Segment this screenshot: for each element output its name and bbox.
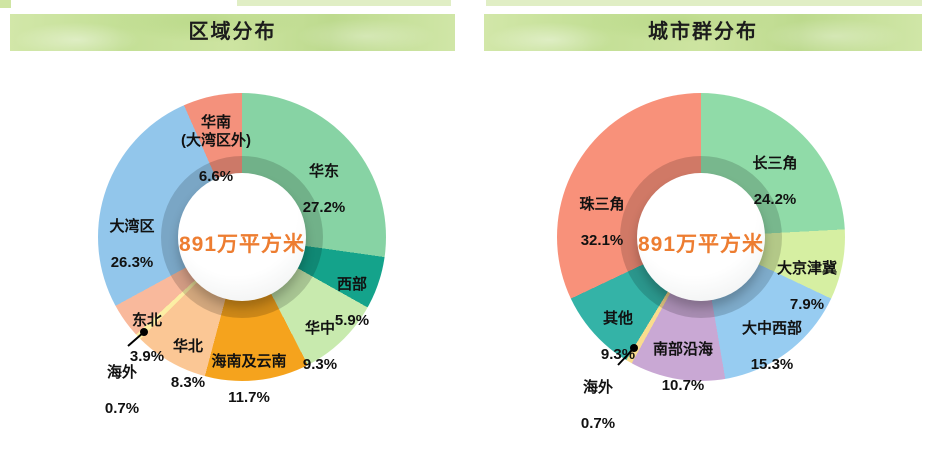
city-cluster-distribution-chart: 891万平方米 长三角 24.2% 大京津冀 7.9% 大中西部 15.3% 南… [465, 60, 930, 432]
center-total-label: 891万平方米 [178, 233, 306, 256]
slice-name: 大京津冀 [776, 260, 837, 277]
slice-name: 华东 [308, 163, 339, 180]
slice-value: 15.3% [750, 356, 794, 373]
slice-value: 26.3% [110, 254, 154, 271]
slice-name: 南部沿海 [652, 341, 713, 358]
slice-label-hainan-yunnan: 海南及云南 11.7% [174, 335, 324, 425]
center-total-label: 891万平方米 [637, 233, 765, 256]
section-header-region: 区域分布 [10, 14, 455, 51]
slice-value: 10.7% [661, 377, 705, 394]
donut-hole [637, 173, 765, 301]
slice-name: 东北 [131, 312, 162, 329]
slice-name: 华南 (大湾区外) [181, 114, 251, 149]
slice-value: 3.9% [129, 348, 165, 365]
slice-name: 珠三角 [579, 196, 625, 213]
section-header-city-cluster: 城市群分布 [484, 14, 922, 51]
slice-name: 海外 [582, 379, 613, 396]
slice-name: 海外 [106, 364, 137, 381]
slice-name: 海南及云南 [211, 353, 287, 370]
slice-name: 华中 [304, 320, 335, 337]
top-strip-left [237, 0, 451, 6]
slice-name: 西部 [336, 276, 367, 293]
top-strip-right [486, 0, 922, 6]
slice-value: 9.3% [302, 356, 338, 373]
slice-label-greater-bay-area: 大湾区 26.3% [57, 200, 207, 290]
slice-label-yangtze-river-delta: 长三角 24.2% [700, 137, 850, 227]
top-left-corner-decor [0, 0, 11, 8]
slide: { "accent_colors": { "center_text": "#ED… [0, 0, 930, 432]
slice-name: 长三角 [752, 155, 798, 172]
slice-label-northeast: 东北 3.9% [72, 294, 222, 384]
slice-name: 大湾区 [109, 218, 155, 235]
slice-label-southern-coastal: 南部沿海 10.7% [608, 323, 758, 413]
section-title: 城市群分布 [648, 21, 758, 43]
slice-value: 27.2% [302, 199, 346, 216]
slice-label-greater-jing-jin-ji: 大京津冀 7.9% [732, 242, 882, 332]
slice-label-others: 其他 9.3% [543, 292, 693, 382]
slice-label-south-china-ex-gba: 华南 (大湾区外) 6.6% [141, 96, 291, 204]
slice-label-overseas: 海外 0.7% [47, 346, 197, 436]
slice-value: 0.7% [580, 415, 616, 432]
slice-label-central-china: 华中 9.3% [245, 302, 395, 392]
slice-value: 6.6% [198, 168, 234, 185]
slice-label-north-china: 华北 8.3% [113, 320, 263, 410]
slice-label-west: 西部 5.9% [277, 258, 427, 348]
slice-label-east-china: 华东 27.2% [249, 145, 399, 235]
slice-name: 华北 [172, 338, 203, 355]
donut-hole [178, 173, 306, 301]
section-title: 区域分布 [188, 21, 277, 43]
slice-value: 24.2% [753, 191, 797, 208]
slice-name: 其他 [602, 310, 633, 327]
slice-value: 9.3% [600, 346, 636, 363]
slice-value: 5.9% [334, 312, 370, 329]
slice-value: 7.9% [789, 296, 825, 313]
slice-value: 0.7% [104, 400, 140, 417]
slice-name: 大中西部 [741, 320, 802, 337]
slice-label-pearl-river-delta: 珠三角 32.1% [527, 178, 677, 268]
region-distribution-chart: 891万平方米 华东 27.2% 西部 5.9% 华中 9.3% 海南及云南 1… [0, 60, 465, 419]
slice-value: 8.3% [170, 374, 206, 391]
slice-value: 11.7% [228, 389, 270, 406]
slice-value: 32.1% [580, 232, 624, 249]
slice-label-greater-central-west: 大中西部 15.3% [697, 302, 847, 392]
